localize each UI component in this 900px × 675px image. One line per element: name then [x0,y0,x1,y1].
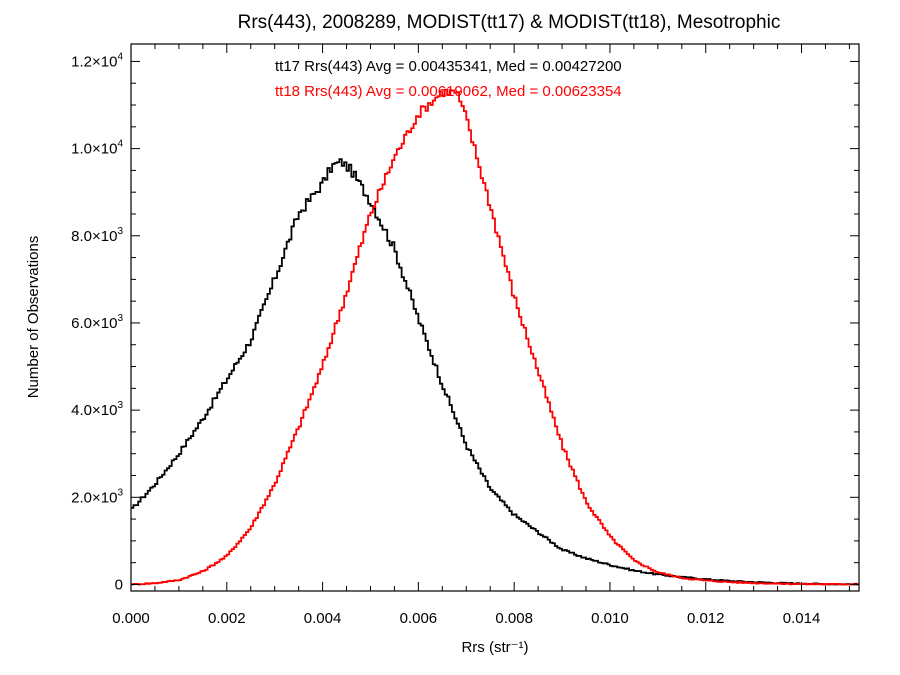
y-tick-exponent: 3 [117,400,123,411]
x-tick-label: 0.014 [783,610,821,627]
y-tick-label: 1.0×104 [71,139,123,158]
y-tick-mantissa: 1.0×10 [71,141,117,158]
y-tick-mantissa: 4.0×10 [71,402,117,419]
y-tick-exponent: 3 [117,487,123,498]
y-tick-mantissa: 2.0×10 [71,489,117,506]
series-layer [131,88,859,586]
x-axis: 0.000 0.002 0.004 0.006 0.008 0.010 0.012 0.014 [112,44,850,627]
y-tick-exponent: 3 [117,226,123,237]
x-tick-label: 0.012 [687,610,725,627]
plot-frame [130,43,860,592]
x-tick-label: 0.000 [112,610,150,627]
series-tt18-annotation: tt18 Rrs(443) Avg = 0.00619062, Med = 0.… [275,83,622,100]
annotation-layer: tt17 Rrs(443) Avg = 0.00435341, Med = 0.… [275,58,622,100]
y-tick-mantissa: 8.0×10 [71,228,117,245]
y-tick-label: 2.0×103 [71,487,123,506]
y-tick-mantissa: 1.2×10 [71,53,117,70]
y-tick-mantissa: 0 [115,576,123,593]
x-tick-label: 0.010 [591,610,629,627]
x-tick-label: 0.008 [495,610,533,627]
x-tick-label: 0.004 [304,610,342,627]
y-tick-label: 4.0×103 [71,400,123,419]
series-tt17-annotation: tt17 Rrs(443) Avg = 0.00435341, Med = 0.… [275,58,622,75]
series-tt17-line [131,158,859,586]
y-tick-label: 8.0×103 [71,226,123,245]
y-tick-exponent: 4 [117,51,123,62]
y-tick-label: 0 [115,576,123,593]
y-tick-exponent: 4 [117,139,123,150]
y-axis-label: Number of Observations [25,236,42,399]
y-tick-label: 6.0×103 [71,313,123,332]
series-tt18-line [131,88,859,586]
y-axis: 02.0×1034.0×1036.0×1038.0×1031.0×1041.2×… [71,51,859,593]
chart-title: Rrs(443), 2008289, MODIST(tt17) & MODIST… [238,12,781,33]
x-tick-label: 0.006 [400,610,438,627]
y-tick-exponent: 3 [117,313,123,324]
y-tick-label: 1.2×104 [71,51,123,70]
plot-area: tt17 Rrs(443) Avg = 0.00435341, Med = 0.… [130,43,860,592]
y-tick-mantissa: 6.0×10 [71,315,117,332]
x-axis-label: Rrs (str⁻¹) [461,639,528,656]
x-tick-label: 0.002 [208,610,246,627]
